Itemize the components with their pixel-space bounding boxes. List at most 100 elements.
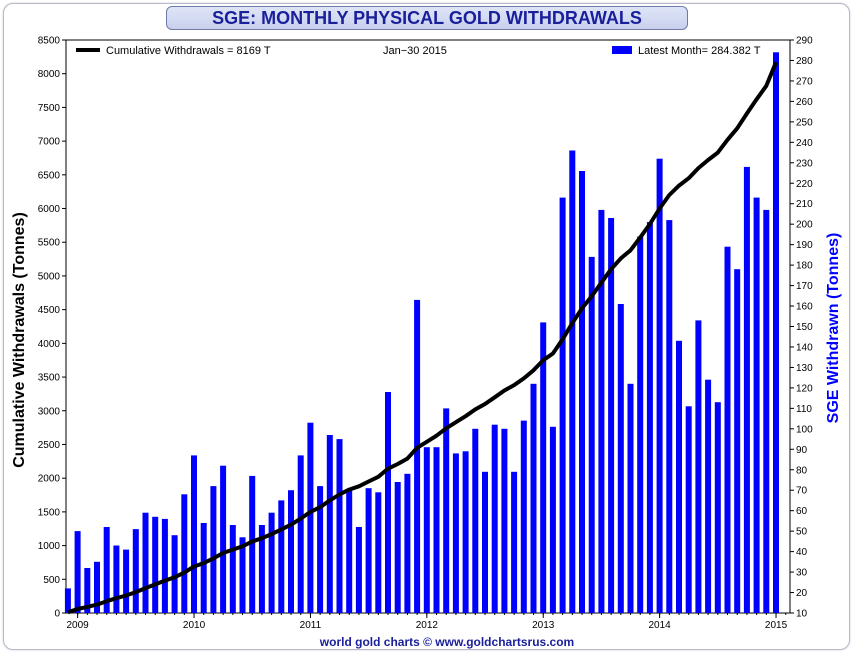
left-tick-label: 3500 — [38, 373, 61, 384]
bar-2010-11 — [288, 490, 294, 613]
left-tick-label: 2000 — [38, 474, 61, 485]
legend-bar-swatch — [612, 46, 632, 54]
bar-series — [64, 52, 779, 614]
bar-2010-06 — [239, 537, 246, 613]
left-tick-label: 5500 — [38, 238, 61, 249]
bar-2013-02 — [549, 426, 556, 613]
bar-2014-01 — [656, 158, 663, 613]
bar-2010-01 — [191, 455, 197, 613]
right-tick-label: 270 — [796, 76, 813, 87]
bar-2009-02 — [84, 568, 91, 613]
bar-2012-12 — [530, 383, 537, 613]
bar-2013-10 — [627, 383, 634, 613]
x-tick-label: 2012 — [416, 620, 439, 631]
right-tick-label: 180 — [796, 261, 813, 272]
bar-2011-11 — [404, 473, 411, 613]
bar-2012-10 — [511, 471, 518, 613]
bar-2013-09 — [617, 304, 624, 613]
x-tick-label: 2011 — [300, 620, 322, 631]
legend: Cumulative Withdrawals = 8169 T Jan−30 2… — [76, 45, 761, 57]
right-tick-label: 210 — [796, 199, 813, 210]
bar-2012-06 — [472, 428, 479, 613]
legend-bar-label: Latest Month= 284.382 T — [638, 45, 761, 57]
bar-2014-09 — [734, 269, 741, 613]
bar-2009-03 — [94, 561, 100, 613]
bar-2009-08 — [142, 512, 149, 613]
bar-2014-05 — [695, 320, 702, 613]
bar-2014-08 — [724, 246, 731, 613]
x-tick-label: 2014 — [649, 620, 672, 631]
footer-credit: world gold charts © www.goldchartsrus.co… — [319, 635, 574, 649]
bar-2013-07 — [598, 209, 605, 613]
bar-2014-12 — [763, 209, 770, 613]
bar-2012-02 — [433, 447, 440, 613]
x-tick-label: 2013 — [532, 620, 555, 631]
left-tick-label: 1500 — [38, 507, 61, 518]
bar-2014-07 — [714, 402, 721, 613]
right-tick-label: 150 — [796, 322, 813, 333]
left-tick-label: 4000 — [38, 339, 61, 350]
bar-2010-04 — [220, 465, 227, 613]
bar-2010-03 — [210, 486, 217, 613]
bar-2009-11 — [171, 535, 178, 613]
bar-2010-08 — [258, 525, 265, 613]
left-tick-label: 7000 — [38, 137, 61, 148]
bar-2011-09 — [385, 392, 391, 613]
right-tick-label: 280 — [796, 56, 813, 67]
cumulative-line-series — [67, 61, 778, 615]
x-tick-label: 2009 — [67, 620, 90, 631]
bar-2012-01 — [423, 447, 430, 613]
bar-2012-04 — [452, 453, 459, 613]
right-tick-label: 240 — [796, 138, 813, 149]
bar-2011-08 — [375, 492, 382, 613]
right-axis-title: SGE Withdrawn (Tonnes) — [825, 233, 842, 424]
bar-2011-10 — [394, 482, 401, 613]
axes: 0 500 1000 1500 2000 2500 3000 3500 4000 4500 5000… — [38, 36, 813, 632]
bar-2012-09 — [501, 428, 508, 613]
left-tick-label: 1000 — [38, 541, 61, 552]
bar-2009-05 — [113, 545, 120, 613]
bar-2010-10 — [278, 500, 285, 613]
right-tick-label: 160 — [796, 302, 813, 313]
left-tick-label: 4500 — [38, 305, 61, 316]
right-tick-label: 80 — [796, 465, 808, 476]
bar-2013-06 — [588, 256, 595, 613]
bar-2011-01 — [307, 422, 314, 613]
right-tick-label: 260 — [796, 97, 813, 108]
bar-2009-12 — [181, 494, 188, 613]
left-tick-label: 500 — [43, 575, 60, 586]
left-tick-label: 3000 — [38, 406, 61, 417]
bar-2010-09 — [268, 512, 275, 613]
bar-2014-10 — [743, 166, 750, 613]
legend-line-label: Cumulative Withdrawals = 8169 T — [106, 45, 271, 57]
cumulative-line — [67, 61, 778, 615]
bar-2014-03 — [676, 340, 682, 613]
bar-2008-12 — [64, 588, 71, 613]
legend-date-label: Jan−30 2015 — [383, 45, 447, 57]
bar-2009-06 — [123, 549, 130, 613]
bar-2012-08 — [491, 424, 498, 613]
left-tick-label: 2500 — [38, 440, 61, 451]
right-tick-label: 70 — [796, 486, 808, 497]
right-tick-label: 60 — [796, 506, 808, 517]
left-axis-title: Cumulative Withdrawals (Tonnes) — [11, 212, 28, 468]
left-tick-label: 6500 — [38, 170, 61, 181]
bar-2011-02 — [317, 486, 324, 613]
bar-2011-06 — [355, 527, 362, 613]
left-tick-label: 5000 — [38, 271, 61, 282]
right-tick-label: 40 — [796, 547, 808, 558]
right-tick-label: 230 — [796, 158, 813, 169]
bar-2012-07 — [482, 471, 488, 613]
bar-2014-02 — [666, 220, 673, 613]
left-tick-label: 6000 — [38, 204, 61, 215]
right-tick-label: 100 — [796, 424, 813, 435]
bar-2015-01 — [773, 52, 779, 614]
right-tick-label: 220 — [796, 179, 813, 190]
bar-2014-04 — [685, 406, 692, 613]
right-tick-label: 110 — [796, 404, 812, 415]
bar-2010-02 — [200, 523, 207, 613]
right-tick-label: 10 — [796, 609, 808, 620]
bar-2011-03 — [326, 435, 333, 613]
bar-2013-12 — [646, 222, 653, 613]
